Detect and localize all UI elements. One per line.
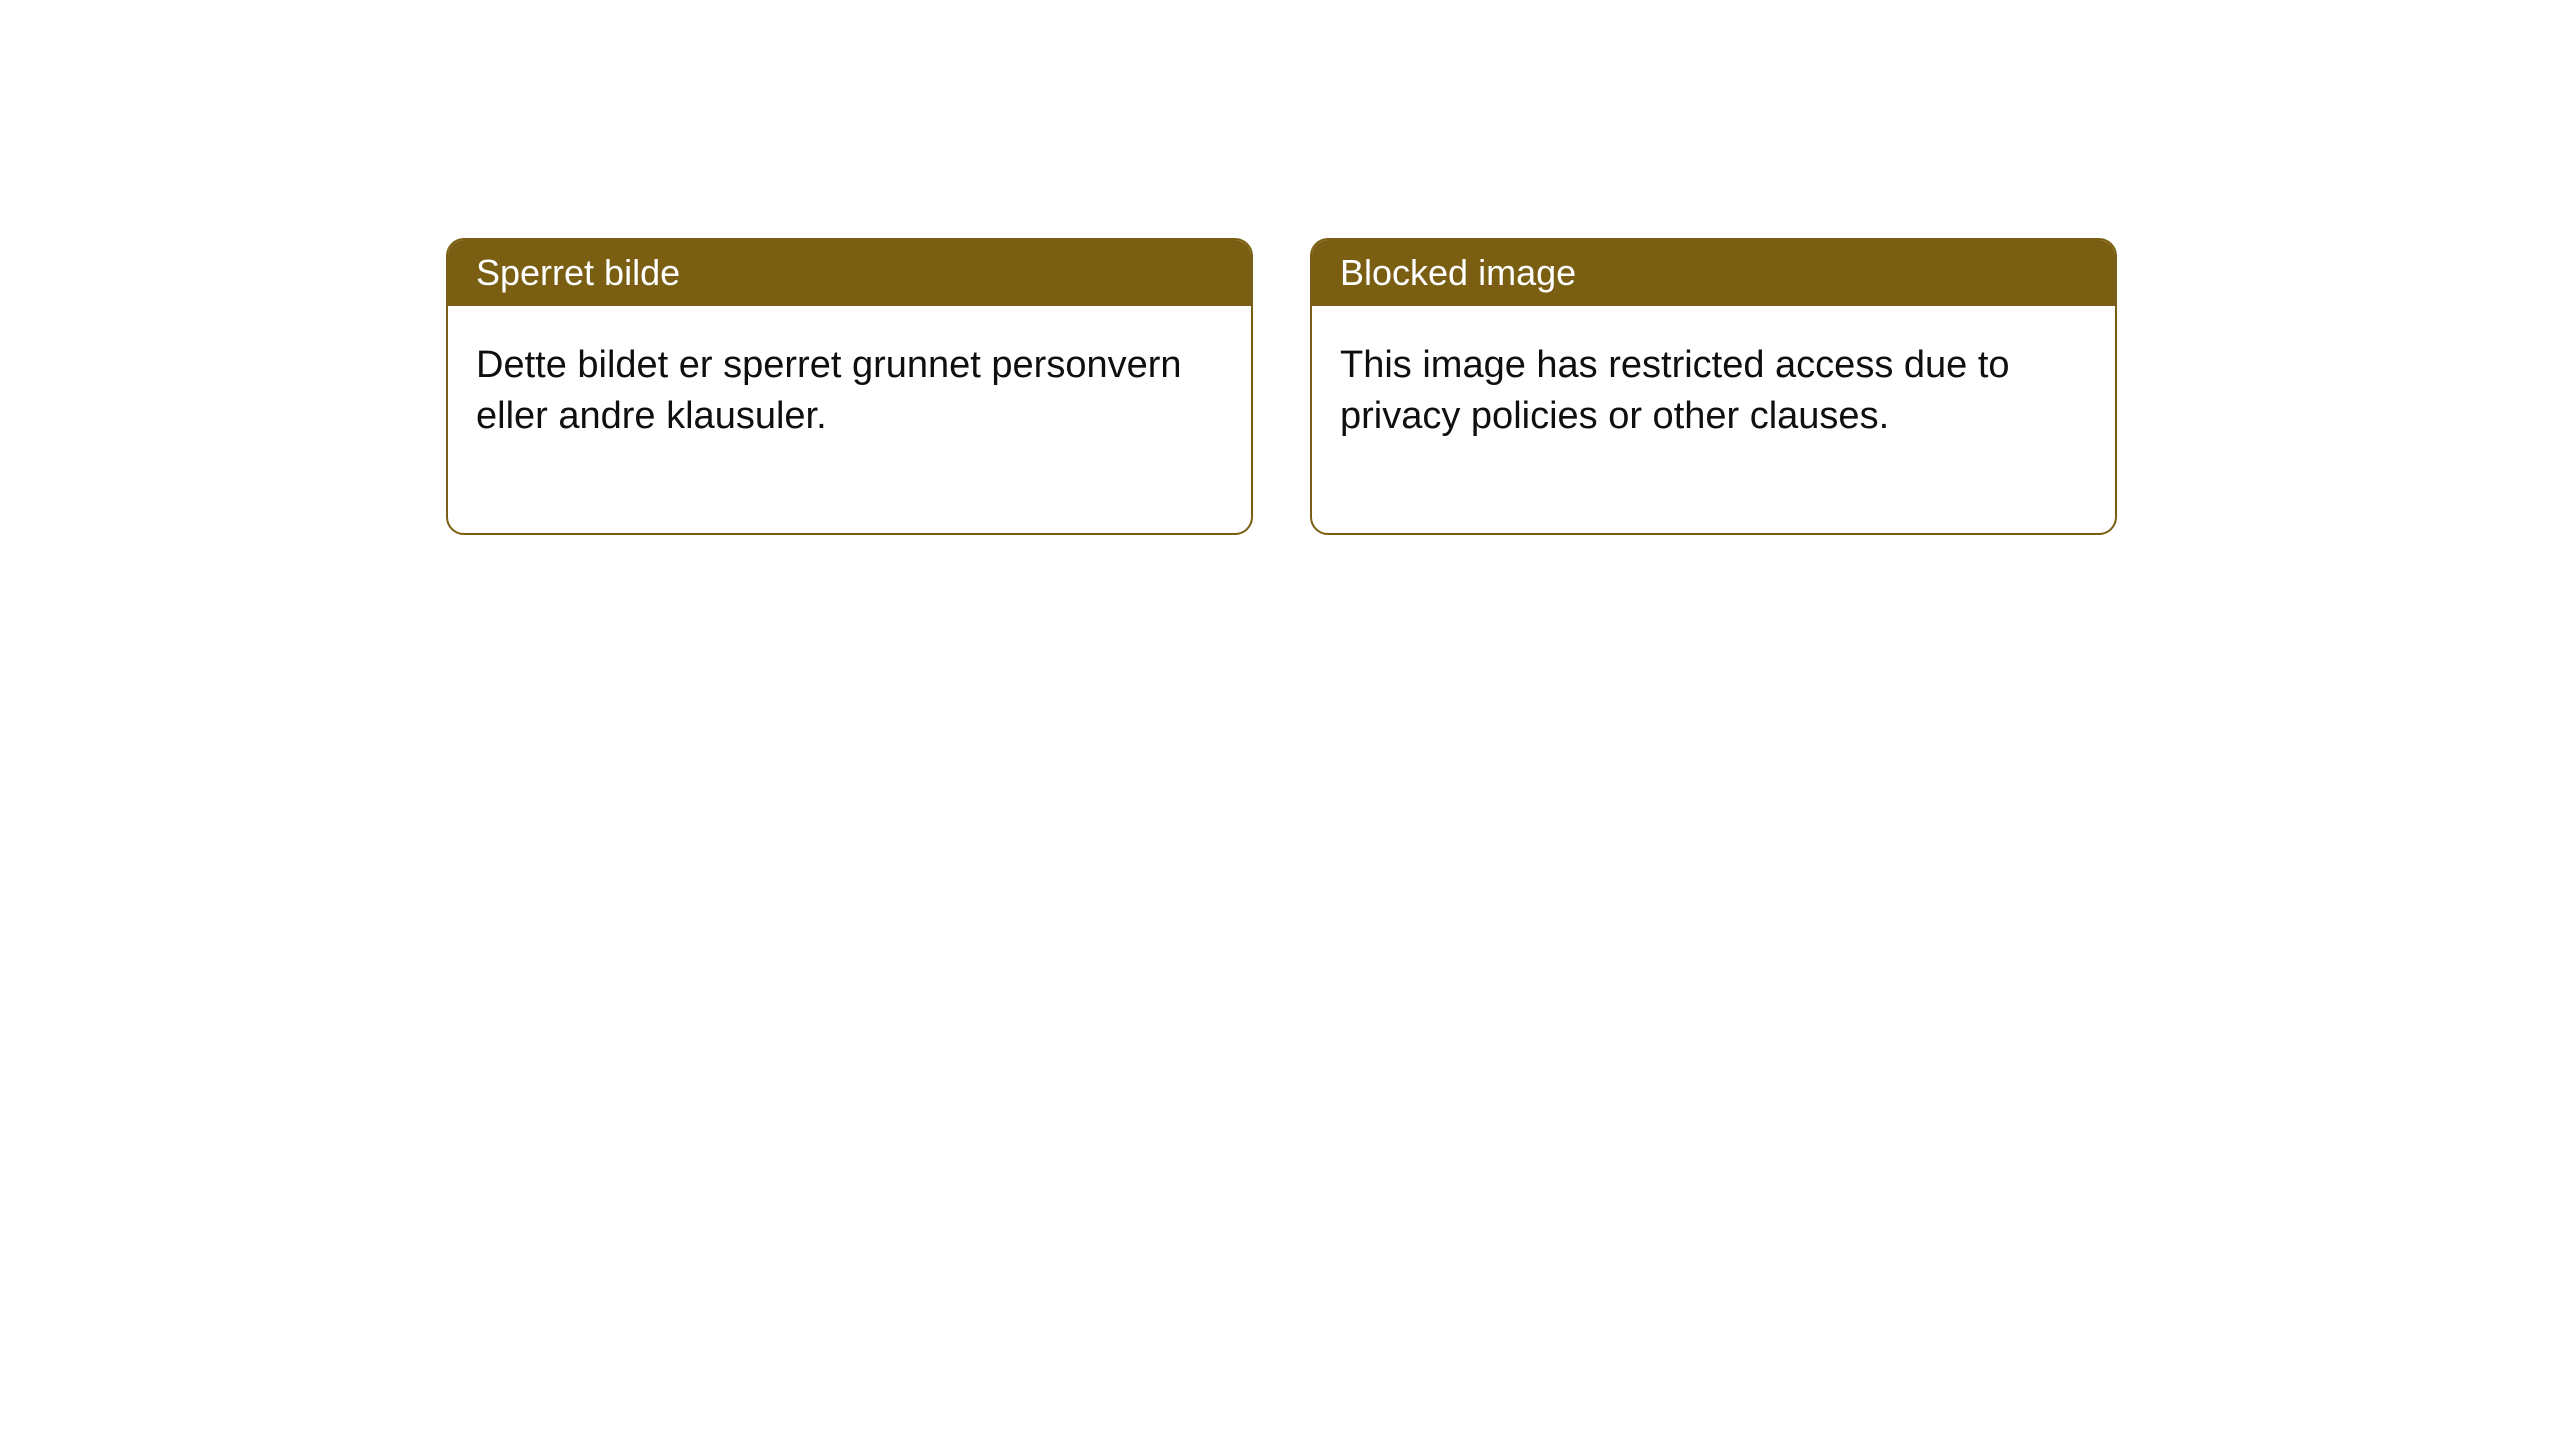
notice-title-en: Blocked image xyxy=(1312,240,2115,306)
notice-card-no: Sperret bilde Dette bildet er sperret gr… xyxy=(446,238,1253,535)
blocked-image-notices: Sperret bilde Dette bildet er sperret gr… xyxy=(446,238,2117,535)
notice-body-no: Dette bildet er sperret grunnet personve… xyxy=(448,306,1251,533)
notice-card-en: Blocked image This image has restricted … xyxy=(1310,238,2117,535)
notice-body-en: This image has restricted access due to … xyxy=(1312,306,2115,533)
notice-title-no: Sperret bilde xyxy=(448,240,1251,306)
